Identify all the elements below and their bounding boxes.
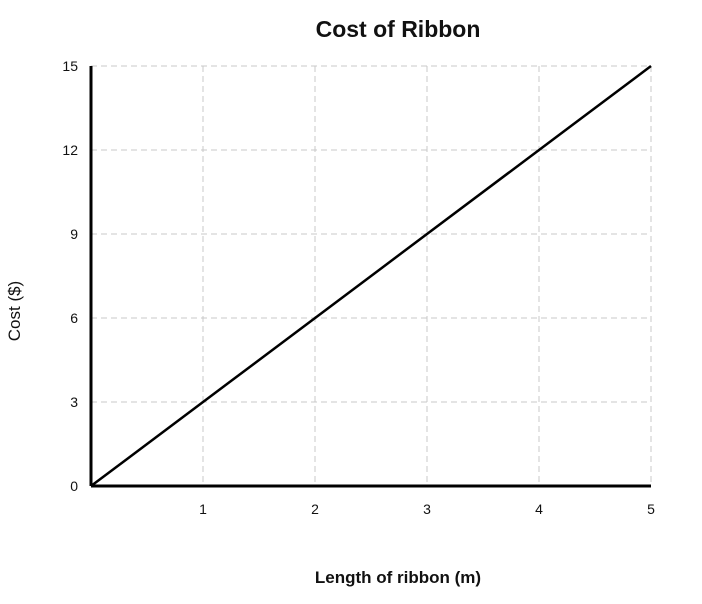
- x-tick-labels: 1 2 3 4 5: [199, 501, 655, 517]
- grid-lines: [91, 65, 652, 486]
- y-tick-label-2: 6: [70, 310, 78, 326]
- y-tick-label-0: 0: [70, 478, 78, 494]
- y-axis-label: Cost ($): [5, 281, 24, 341]
- series-group: [90, 65, 652, 487]
- axes: [89, 66, 651, 488]
- x-axis-label: Length of ribbon (m): [315, 568, 481, 587]
- x-tick-label-1: 2: [311, 501, 319, 517]
- x-tick-label-2: 3: [423, 501, 431, 517]
- y-tick-label-1: 3: [70, 394, 78, 410]
- x-tick-label-4: 5: [647, 501, 655, 517]
- y-tick-label-4: 12: [62, 142, 78, 158]
- series-line-0: [90, 65, 652, 487]
- y-tick-labels: 0 3 6 9 12 15: [62, 58, 78, 494]
- chart-title: Cost of Ribbon: [316, 16, 481, 42]
- y-tick-label-3: 9: [70, 226, 78, 242]
- y-tick-label-5: 15: [62, 58, 78, 74]
- x-tick-label-0: 1: [199, 501, 207, 517]
- x-tick-label-3: 4: [535, 501, 543, 517]
